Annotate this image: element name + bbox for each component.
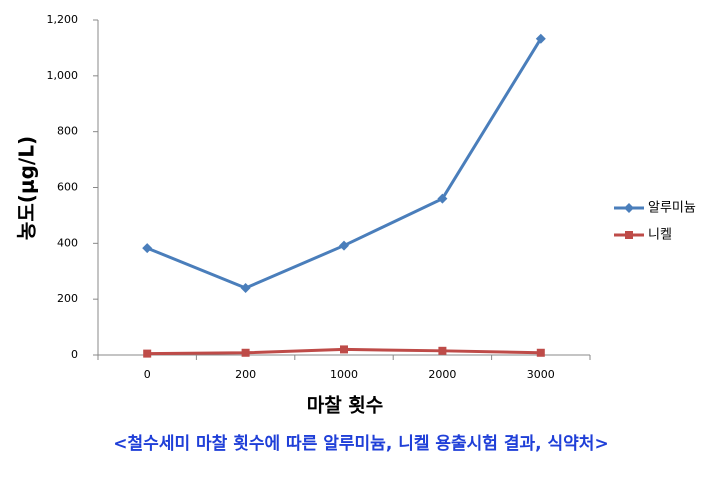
legend-label: 알루미늄 (648, 201, 696, 216)
x-tick-label: 2000 (428, 368, 456, 381)
point (438, 346, 447, 355)
point (535, 33, 546, 44)
y-tick-label: 1,200 (47, 13, 79, 26)
y-tick-label: 800 (57, 125, 78, 138)
point (143, 349, 152, 358)
x-tick-label: 1000 (330, 368, 358, 381)
point (241, 348, 250, 357)
x-tick-label: 3000 (527, 368, 555, 381)
point (339, 240, 349, 251)
y-tick-label: 400 (57, 236, 78, 249)
y-tick-label: 600 (57, 181, 78, 194)
caption: <철수세미 마찰 횟수에 따른 알루미늄, 니켈 용출시험 결과, 식약처> (113, 433, 608, 454)
point (240, 283, 251, 293)
point (142, 243, 153, 254)
x-tick-label: 0 (144, 368, 151, 381)
line (146, 37, 543, 290)
y-tick-label: 0 (71, 348, 78, 361)
x-tick-label: 200 (235, 368, 256, 381)
y-tick-label: 1,000 (47, 69, 79, 82)
point (437, 193, 448, 204)
point (536, 348, 545, 357)
x-axis-label: 마찰 횟수 (307, 395, 384, 417)
point (624, 203, 634, 213)
y-axis-label: 농도(μg/L) (15, 136, 39, 240)
point (340, 345, 348, 354)
legend-label: 니켈 (648, 228, 672, 243)
point (625, 231, 633, 239)
y-tick-label: 200 (57, 292, 78, 305)
